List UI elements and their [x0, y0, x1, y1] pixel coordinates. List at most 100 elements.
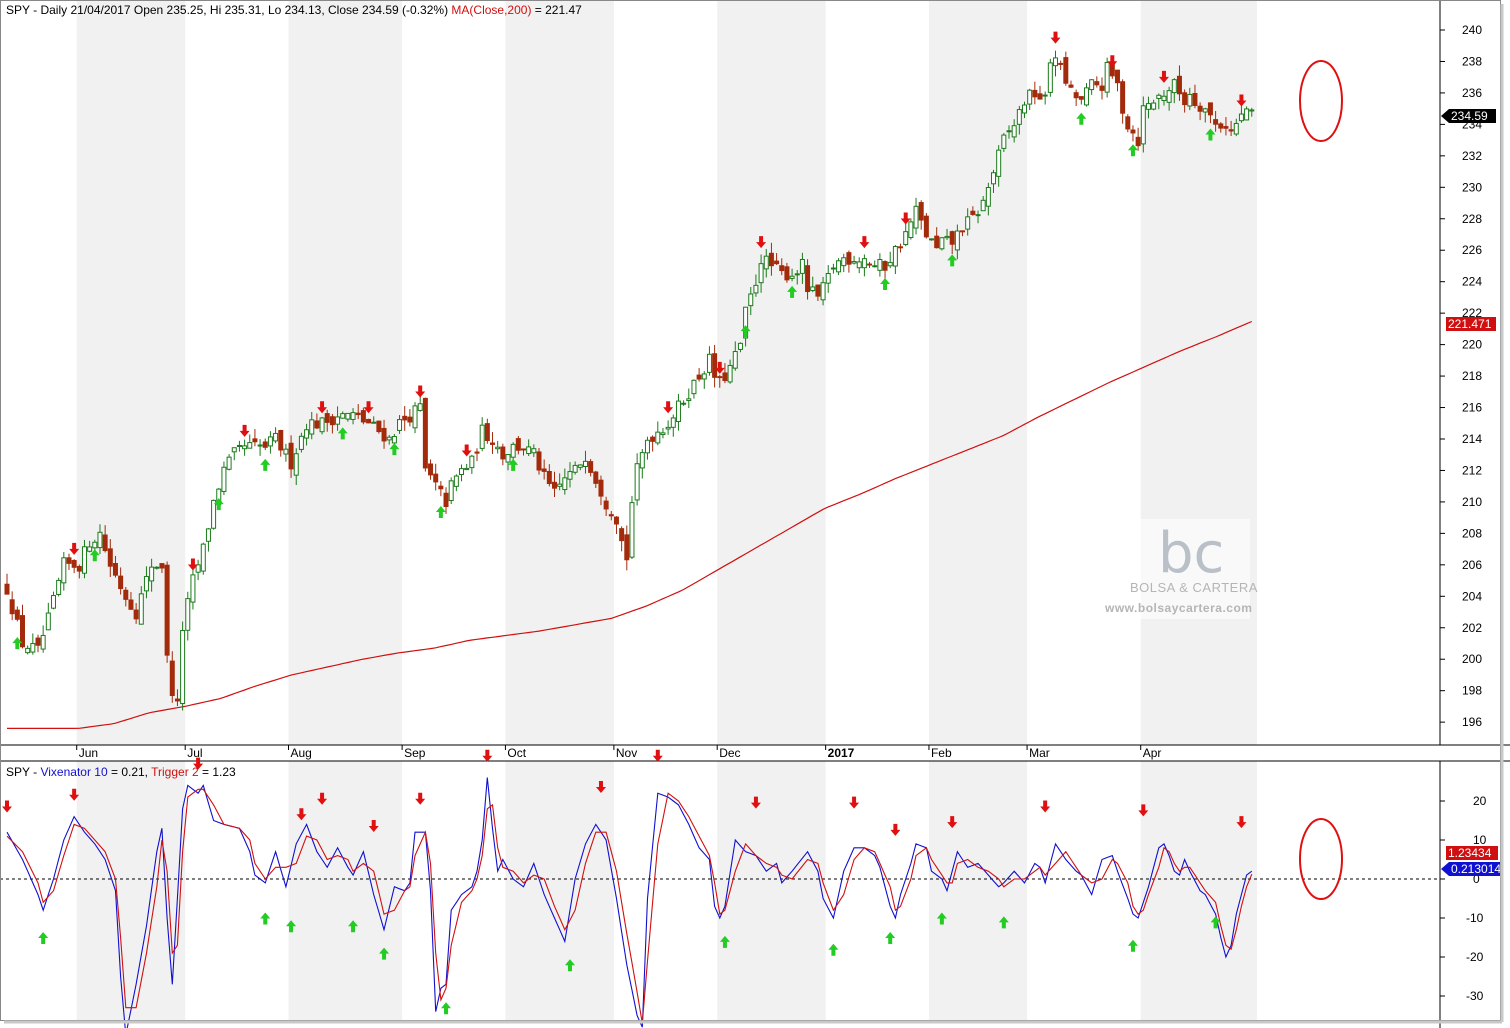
candle — [732, 341, 738, 371]
candle-body — [1104, 61, 1110, 93]
candle — [412, 402, 418, 434]
candle — [45, 602, 51, 631]
candle — [1042, 91, 1048, 105]
candle-body — [1027, 89, 1033, 105]
candle-body — [169, 660, 175, 696]
watermark-url: www.bolsaycartera.com — [1104, 601, 1252, 615]
candle-body — [954, 230, 960, 251]
month-band — [505, 761, 614, 1021]
candle — [50, 591, 56, 610]
candle-body — [1218, 123, 1224, 129]
vix-last-badge: 0.213014 — [1441, 862, 1501, 876]
candle-body — [577, 464, 583, 468]
candle — [712, 344, 718, 388]
candle — [1244, 106, 1250, 121]
candle — [650, 435, 656, 452]
candle — [14, 606, 20, 622]
candle-body — [453, 475, 459, 487]
indicator-tick-label: -10 — [1466, 911, 1484, 925]
candle-body — [180, 630, 186, 705]
candle-body — [123, 589, 129, 600]
candle — [97, 524, 103, 555]
candle-body — [252, 438, 258, 443]
price-tick-label: 240 — [1462, 23, 1482, 37]
vix-last-value: 0.213014 — [1451, 862, 1501, 876]
candle-body — [505, 454, 511, 463]
candle-body — [81, 546, 87, 574]
candle — [1223, 117, 1229, 136]
candle — [701, 371, 707, 389]
candle-body — [40, 634, 46, 650]
candle — [1176, 65, 1182, 101]
indicator-buy-arrow — [348, 920, 359, 933]
candle — [1207, 102, 1213, 124]
candle — [231, 447, 237, 461]
candle-body — [273, 432, 279, 442]
candle-body — [1094, 81, 1100, 86]
sell-arrow — [363, 401, 374, 414]
month-band — [1140, 761, 1257, 1021]
candle — [490, 432, 496, 454]
candle — [335, 406, 341, 431]
indicator-sell-arrow — [849, 796, 860, 809]
candle — [1130, 125, 1136, 142]
candle-body — [355, 412, 361, 416]
candle — [61, 551, 67, 591]
candle — [1161, 90, 1167, 106]
sell-arrow — [1236, 94, 1247, 107]
candle — [319, 416, 325, 435]
candle-body — [619, 528, 625, 542]
candle-body — [1037, 93, 1043, 100]
month-label: Mar — [1029, 746, 1050, 760]
candle — [774, 253, 780, 265]
candle-body — [1120, 81, 1126, 114]
candle — [304, 423, 310, 446]
candle-body — [825, 273, 831, 284]
candle-body — [484, 423, 490, 441]
trigger-last-badge: 1.23434 — [1446, 846, 1498, 860]
candle-body — [624, 534, 630, 561]
candle — [784, 262, 790, 283]
candle — [727, 359, 733, 384]
candle-body — [794, 273, 800, 276]
candle-body — [66, 557, 72, 564]
candle — [1238, 104, 1244, 123]
candle-body — [381, 427, 387, 442]
candle — [128, 592, 134, 610]
candle — [484, 418, 490, 444]
candle — [1027, 88, 1033, 110]
candle-body — [877, 258, 883, 271]
candle-body — [226, 456, 232, 470]
month-band — [288, 761, 403, 1021]
candle-body — [970, 210, 976, 215]
candle — [799, 252, 805, 284]
month-label: Aug — [290, 746, 311, 760]
candle — [242, 439, 248, 456]
candle — [381, 419, 387, 449]
candle-body — [231, 447, 237, 453]
candle — [918, 200, 924, 230]
price-tick-label: 230 — [1462, 180, 1482, 194]
candle — [1078, 96, 1084, 105]
candle-body — [71, 560, 77, 568]
candle-body — [515, 438, 521, 451]
candle — [81, 539, 87, 579]
candle — [619, 526, 625, 552]
candle — [1228, 120, 1234, 137]
indicator-header-trigger-value: = 1.23 — [199, 765, 236, 779]
sell-arrow — [714, 361, 725, 374]
ma-last-value: 221.471 — [1448, 317, 1492, 331]
candle-body — [1135, 136, 1141, 147]
price-tick-label: 198 — [1462, 684, 1482, 698]
candle — [794, 270, 800, 285]
indicator-sell-arrow — [652, 749, 663, 762]
candle-body — [4, 583, 10, 595]
candle — [1233, 118, 1239, 137]
buy-arrow — [1076, 112, 1087, 125]
candle-body — [25, 647, 31, 654]
buy-arrow — [260, 458, 271, 471]
candle-body — [608, 514, 614, 517]
candle-body — [686, 398, 692, 402]
candle-body — [846, 252, 852, 265]
